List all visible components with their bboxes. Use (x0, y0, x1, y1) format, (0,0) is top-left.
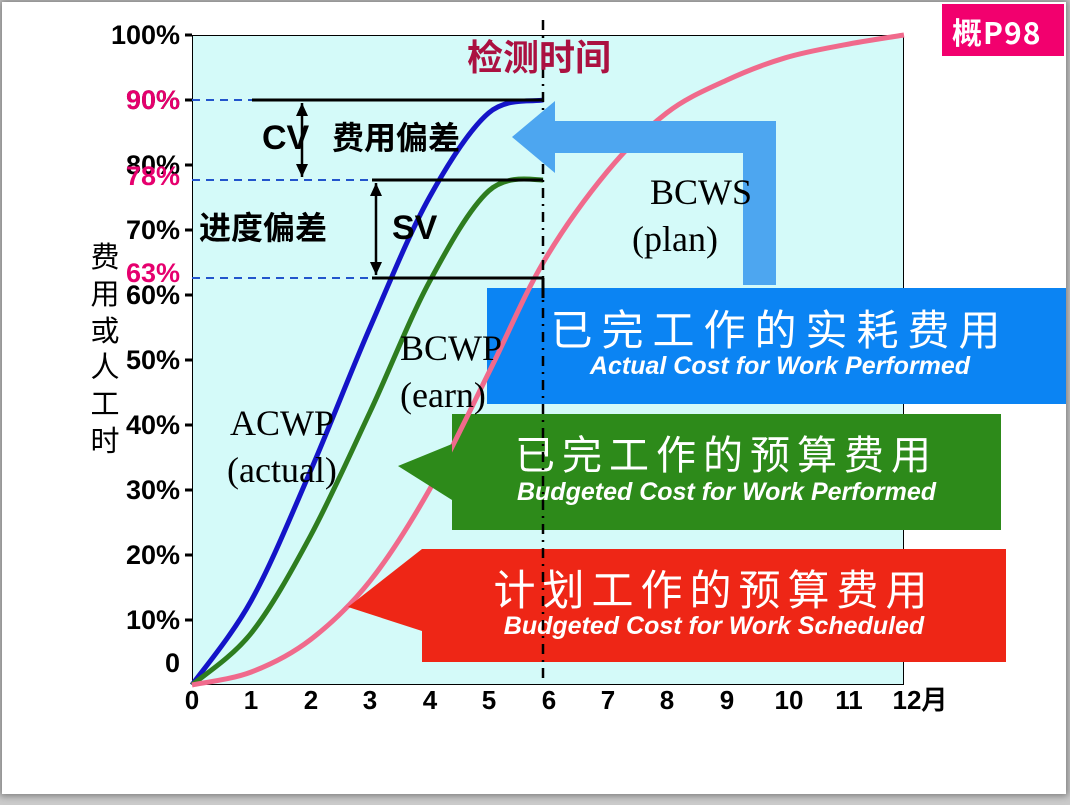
svg-text:5: 5 (482, 685, 496, 715)
svg-text:(earn): (earn) (400, 375, 486, 415)
svg-text:50%: 50% (126, 345, 180, 375)
svg-text:2: 2 (304, 685, 318, 715)
svg-text:70%: 70% (126, 215, 180, 245)
svg-text:ACWP: ACWP (230, 403, 334, 443)
svg-text:(actual): (actual) (227, 450, 337, 490)
svg-text:90%: 90% (126, 85, 180, 115)
svg-text:(plan): (plan) (632, 219, 718, 259)
svg-text:7: 7 (601, 685, 615, 715)
svg-text:4: 4 (423, 685, 438, 715)
svg-text:11: 11 (835, 685, 863, 715)
svg-text:SV: SV (392, 209, 438, 247)
svg-text:30%: 30% (126, 475, 180, 505)
svg-text:0: 0 (165, 648, 180, 678)
svg-text:12月: 12月 (893, 685, 948, 715)
svg-text:8: 8 (660, 685, 674, 715)
svg-text:40%: 40% (126, 410, 180, 440)
svg-text:9: 9 (720, 685, 734, 715)
svg-text:100%: 100% (111, 20, 180, 50)
svg-text:10%: 10% (126, 605, 180, 635)
svg-text:费用偏差: 费用偏差 (332, 113, 460, 159)
svg-text:1: 1 (244, 685, 258, 715)
svg-text:20%: 20% (126, 540, 180, 570)
svg-text:3: 3 (363, 685, 377, 715)
svg-text:0: 0 (185, 685, 199, 715)
svg-text:CV: CV (262, 119, 310, 157)
svg-text:63%: 63% (126, 258, 180, 288)
svg-text:BCWS: BCWS (650, 172, 752, 212)
svg-text:检测时间: 检测时间 (467, 29, 611, 81)
svg-text:78%: 78% (126, 161, 180, 191)
svg-text:10: 10 (775, 685, 804, 715)
svg-text:6: 6 (542, 685, 556, 715)
svg-text:进度偏差: 进度偏差 (199, 203, 327, 249)
svg-text:BCWP: BCWP (400, 328, 502, 368)
